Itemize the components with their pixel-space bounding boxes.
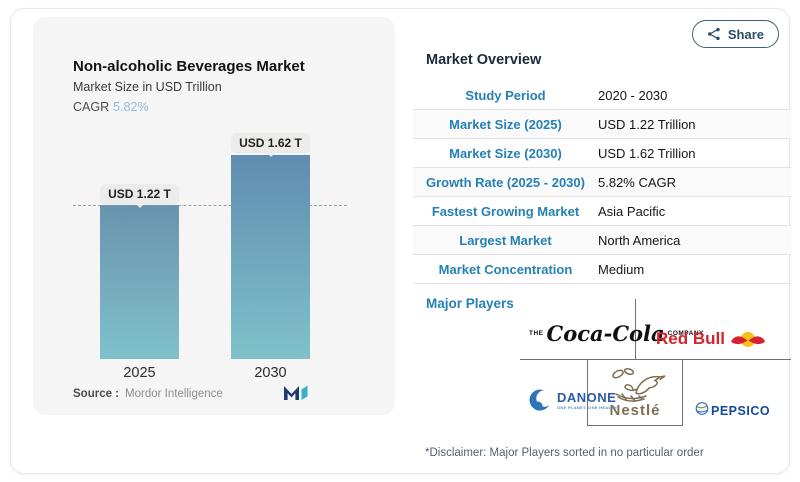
players-grid-vertical-divider <box>635 299 636 359</box>
row-label: Market Size (2030) <box>449 145 562 161</box>
mordor-intelligence-logo <box>284 385 308 400</box>
table-row: Largest Market North America <box>413 226 791 255</box>
market-overview-table: Study Period 2020 - 2030 Market Size (202… <box>413 81 791 284</box>
cagr-value: 5.82% <box>113 100 149 114</box>
players-grid-horizontal-divider-left <box>520 359 587 360</box>
coca-cola-logo: THE Coca-Cola COMPANY <box>529 321 703 346</box>
bar-2030 <box>231 155 310 359</box>
chart-subtitle: Market Size in USD Trillion <box>73 80 222 94</box>
pepsico-text: PEPSICO <box>711 404 771 418</box>
pepsico-globe-icon <box>695 402 709 415</box>
nestle-bird-nest-icon <box>612 367 666 402</box>
source-label: Source : <box>73 388 120 400</box>
row-value: USD 1.62 Trillion <box>598 145 696 161</box>
row-label: Growth Rate (2025 - 2030) <box>426 174 585 190</box>
row-label: Largest Market <box>459 232 552 248</box>
danone-logo: DANONE ONE PLANET. ONE HEALTH <box>529 387 617 413</box>
cagr-label: CAGR <box>73 100 110 114</box>
row-value: 2020 - 2030 <box>598 87 668 103</box>
table-row: Market Concentration Medium <box>413 255 791 284</box>
table-row: Growth Rate (2025 - 2030) 5.82% CAGR <box>413 168 791 197</box>
share-nodes-icon <box>707 27 720 41</box>
row-value: Medium <box>598 261 645 277</box>
players-disclaimer: *Disclaimer: Major Players sorted in no … <box>425 447 704 459</box>
bar-value-label-2025: USD 1.22 T <box>100 184 179 203</box>
coca-cola-script: Coca-Cola <box>546 321 665 346</box>
row-value: 5.82% CAGR <box>598 174 677 190</box>
pepsico-logo: PEPSICO <box>695 401 770 418</box>
source-value: Mordor Intelligence <box>125 388 223 400</box>
share-button[interactable]: Share <box>691 20 779 48</box>
coca-cola-post: COMPANY <box>667 330 704 337</box>
share-label: Share <box>727 26 764 42</box>
major-players-title: Major Players <box>426 296 514 311</box>
danone-text: DANONE <box>557 390 617 405</box>
chart-cagr: CAGR 5.82% <box>73 100 149 114</box>
row-value: Asia Pacific <box>598 203 666 219</box>
nestle-logo: Nestlé <box>587 359 683 426</box>
bar-value-label-2030: USD 1.62 T <box>231 133 310 152</box>
reference-dashed-line <box>73 205 347 206</box>
report-card: Share Non-alcoholic Beverages Market Mar… <box>10 8 791 474</box>
nestle-text: Nestlé <box>609 402 661 419</box>
table-row: Market Size (2030) USD 1.62 Trillion <box>413 139 791 168</box>
x-axis-label-2025: 2025 <box>123 365 156 381</box>
row-label: Study Period <box>465 87 546 103</box>
red-bull-text: Red Bull <box>656 329 725 348</box>
danone-tagline: ONE PLANET. ONE HEALTH <box>557 405 617 410</box>
source-row: Source : Mordor Intelligence <box>73 388 223 400</box>
chart-title: Non-alcoholic Beverages Market <box>73 58 305 75</box>
x-axis-label-2030: 2030 <box>254 365 287 381</box>
table-row: Market Size (2025) USD 1.22 Trillion <box>413 110 791 139</box>
players-grid-horizontal-divider-right <box>683 359 791 360</box>
table-row: Fastest Growing Market Asia Pacific <box>413 197 791 226</box>
danone-crescent-icon <box>529 389 553 411</box>
row-label: Market Size (2025) <box>449 116 562 132</box>
bar-2025 <box>100 205 179 359</box>
table-row: Study Period 2020 - 2030 <box>413 81 791 110</box>
red-bull-bulls-icon <box>730 331 765 347</box>
row-label: Market Concentration <box>438 261 573 277</box>
market-overview-title: Market Overview <box>426 52 542 68</box>
row-value: North America <box>598 232 681 248</box>
coca-cola-pre: THE <box>529 330 544 337</box>
row-label: Fastest Growing Market <box>431 203 580 219</box>
row-value: USD 1.22 Trillion <box>598 116 696 132</box>
red-bull-logo: Red Bull <box>656 329 766 349</box>
market-size-chart-panel: Non-alcoholic Beverages Market Market Si… <box>33 17 395 415</box>
